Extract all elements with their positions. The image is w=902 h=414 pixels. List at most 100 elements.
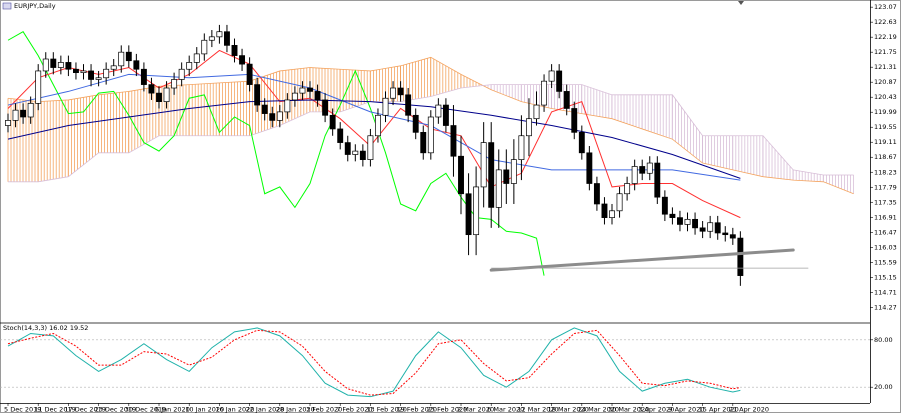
candle-body: [261, 104, 268, 114]
candle-body: [737, 237, 744, 276]
candle-body: [95, 77, 102, 80]
y-tick-label: 114.71: [874, 288, 897, 296]
candle-body: [450, 125, 457, 157]
x-tick-label: 22 Jan 2020: [246, 406, 285, 414]
trendline: [489, 248, 795, 272]
candle-body: [88, 70, 95, 80]
candle-body: [593, 183, 600, 205]
candle-body: [284, 99, 291, 113]
annotation-layer: [489, 248, 809, 272]
cloud-span: [8, 84, 854, 183]
symbol-icon: [2, 2, 12, 10]
candle-body: [427, 116, 434, 154]
candle-body: [548, 70, 555, 82]
candle-body: [125, 51, 132, 62]
candle-body: [344, 142, 351, 155]
candle-body: [50, 58, 57, 68]
candle-body: [118, 51, 125, 67]
indicator-layer: [7, 31, 741, 276]
x-tick-label: 25 Feb 2020: [427, 406, 467, 414]
candle-body: [103, 68, 110, 79]
y-tick-label: 117.79: [874, 183, 897, 191]
y-tick-label: 122.19: [874, 33, 897, 41]
cloud-layer: [7, 56, 854, 195]
candle-body: [299, 87, 306, 94]
candle-body: [216, 31, 223, 38]
candle-body: [556, 70, 563, 92]
candle-body: [654, 162, 661, 198]
y-tick-label: 116.03: [874, 243, 897, 251]
x-tick-label: 23 Dec 2019: [95, 406, 137, 414]
candle-body: [178, 68, 185, 80]
candle-body: [5, 120, 11, 126]
x-tick-label: 21 Apr 2020: [729, 406, 769, 414]
candle-body: [503, 169, 510, 184]
candle-body: [186, 62, 193, 70]
candle-body: [163, 87, 170, 102]
candle-body: [692, 218, 699, 229]
y-tick-label: 118.67: [874, 153, 897, 161]
candle-body: [231, 45, 238, 56]
x-tick-label: 30 Dec 2019: [125, 406, 167, 414]
x-tick-label: 17 Dec 2019: [64, 406, 106, 414]
candle-body: [140, 68, 147, 85]
candle-body: [382, 97, 389, 116]
candle-body: [359, 150, 366, 160]
candle-body: [586, 152, 593, 184]
candle-body: [12, 109, 19, 121]
candle-body: [699, 227, 706, 232]
candle-body: [526, 118, 532, 137]
y-tick-label: 115.15: [874, 273, 897, 281]
y-tick-label: 116.47: [874, 228, 897, 236]
candle-body: [57, 62, 64, 68]
y-tick-label: 120.43: [874, 93, 897, 101]
candle-body: [156, 92, 162, 102]
x-tick-label: 12 Mar 2020: [517, 406, 558, 414]
candle-body: [518, 135, 525, 160]
candle-body: [390, 87, 397, 99]
x-tick-label: 5 Dec 2019: [4, 406, 41, 414]
candle-body: [20, 109, 27, 118]
candle-layer: [5, 24, 744, 286]
candle-body: [307, 87, 313, 92]
candle-body: [578, 131, 585, 154]
candle-body: [661, 196, 668, 215]
candle-body: [677, 217, 683, 225]
y-tick-label: 116.91: [874, 213, 897, 221]
candle-body: [510, 159, 517, 184]
x-tick-label: 10 Jan 2020: [185, 406, 224, 414]
x-tick-label: 13 Feb 2020: [366, 406, 406, 414]
candle-body: [473, 186, 480, 236]
candle-body: [631, 166, 638, 184]
candle-body: [80, 70, 87, 74]
candle-body: [269, 113, 276, 121]
y-tick-label: 118.23: [874, 168, 897, 176]
x-tick-label: 3 Apr 2020: [638, 406, 674, 414]
candle-body: [533, 104, 540, 120]
candle-body: [148, 84, 155, 94]
candle-body: [646, 162, 653, 174]
x-tick-label: 6 Mar 2020: [487, 406, 524, 414]
x-tick-label: 16 Jan 2020: [215, 406, 254, 414]
candle-body: [435, 104, 442, 118]
x-tick-label: 6 Jan 2020: [155, 406, 190, 414]
candle-body: [171, 79, 178, 89]
candle-body: [563, 91, 570, 109]
candle-body: [254, 84, 261, 106]
candle-body: [616, 193, 623, 212]
y-tick-label: 115.59: [874, 258, 897, 266]
y-tick-label: 117.35: [874, 198, 897, 206]
y-tick-label: 123.07: [874, 3, 897, 11]
candle-body: [337, 128, 344, 143]
candle-body: [412, 114, 419, 133]
candle-body: [722, 232, 729, 236]
x-tick-label: 24 Mar 2020: [578, 406, 619, 414]
candle-body: [208, 36, 215, 41]
candle-body: [639, 166, 646, 174]
y-tick-label: 114.27: [874, 303, 897, 311]
y-tick-label: 119.55: [874, 123, 897, 131]
shift-marker: [738, 1, 744, 5]
indicator-line: [7, 73, 741, 181]
candle-body: [541, 80, 548, 106]
